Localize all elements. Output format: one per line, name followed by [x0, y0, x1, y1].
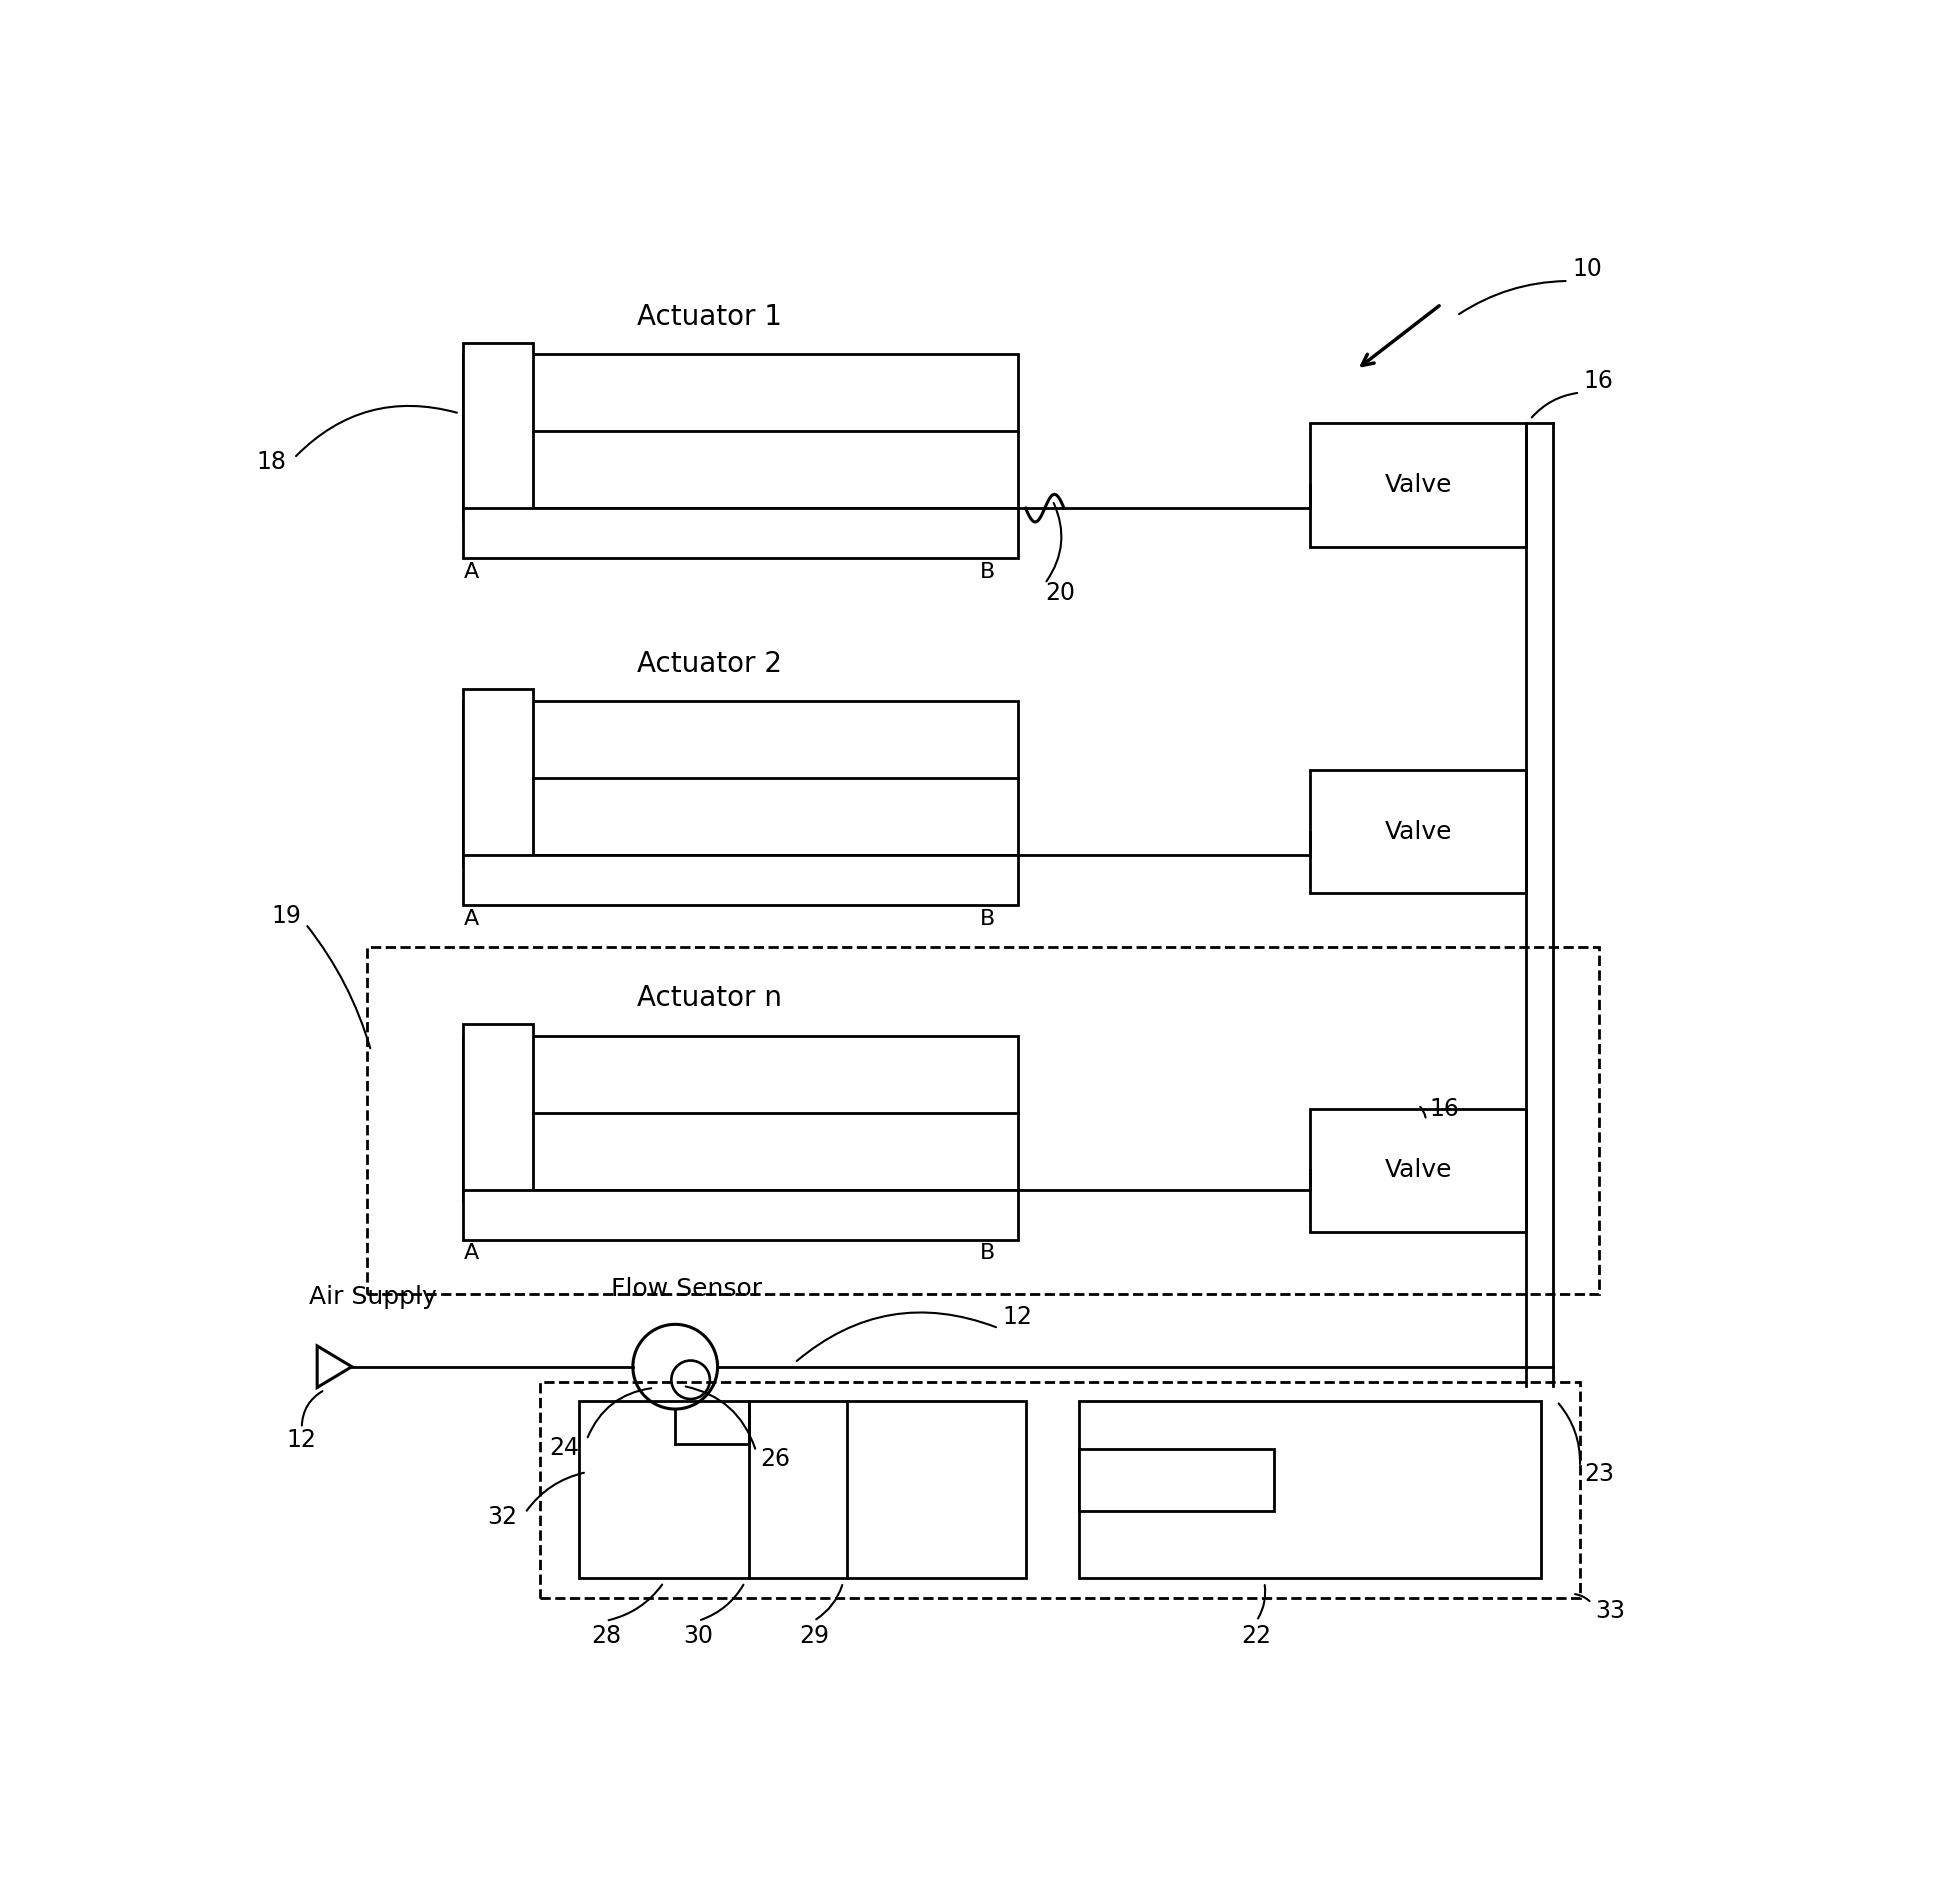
Bar	[1079, 1401, 1542, 1579]
Bar	[1310, 424, 1526, 547]
Text: 10: 10	[1573, 258, 1602, 281]
Bar	[1310, 769, 1526, 894]
Text: 20: 20	[1044, 581, 1075, 605]
Bar	[463, 343, 533, 521]
Text: 24: 24	[548, 1435, 579, 1460]
Text: Valve: Valve	[1384, 820, 1452, 843]
Bar	[463, 1190, 1019, 1239]
Bar	[1310, 1109, 1526, 1232]
Text: 32: 32	[488, 1505, 517, 1530]
Bar	[463, 700, 1019, 854]
Bar	[540, 1382, 1580, 1597]
Bar	[463, 688, 533, 866]
Bar	[463, 355, 1019, 507]
Bar	[1079, 1448, 1273, 1511]
Text: A: A	[463, 562, 478, 583]
Text: Actuator 1: Actuator 1	[638, 304, 781, 332]
Text: B: B	[980, 909, 995, 928]
Text: B: B	[980, 1243, 995, 1264]
Text: Air Supply: Air Supply	[309, 1284, 437, 1309]
Text: 16: 16	[1429, 1098, 1460, 1120]
Text: 22: 22	[1242, 1624, 1271, 1648]
Text: B: B	[980, 562, 995, 583]
Text: 12: 12	[286, 1428, 317, 1452]
Bar	[367, 947, 1600, 1294]
Text: 19: 19	[272, 903, 301, 928]
Text: 16: 16	[1584, 370, 1614, 392]
Text: Valve: Valve	[1384, 1158, 1452, 1183]
Text: Actuator n: Actuator n	[638, 984, 781, 1013]
Bar	[463, 854, 1019, 905]
Text: 12: 12	[1003, 1305, 1032, 1328]
Text: Actuator 2: Actuator 2	[638, 649, 781, 677]
Text: 26: 26	[760, 1447, 789, 1471]
Text: 33: 33	[1596, 1599, 1625, 1622]
Text: Valve: Valve	[1384, 473, 1452, 498]
Text: 30: 30	[682, 1624, 713, 1648]
Text: 29: 29	[799, 1624, 828, 1648]
Bar	[579, 1401, 1026, 1579]
Text: A: A	[463, 1243, 478, 1264]
Polygon shape	[317, 1347, 352, 1388]
Bar	[463, 1024, 533, 1201]
Text: 18: 18	[257, 451, 286, 473]
Bar	[463, 1035, 1019, 1190]
Bar	[463, 507, 1019, 558]
Text: Flow Sensor: Flow Sensor	[610, 1277, 762, 1301]
Text: A: A	[463, 909, 478, 928]
Text: 23: 23	[1584, 1462, 1614, 1486]
Text: 28: 28	[591, 1624, 620, 1648]
